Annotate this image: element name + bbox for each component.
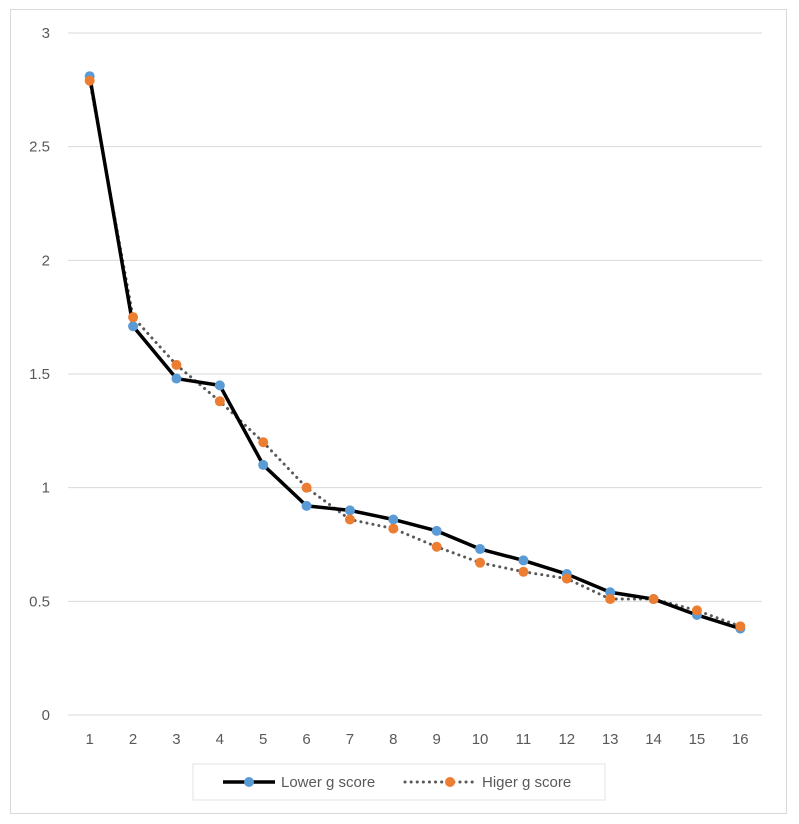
x-tick-label: 5: [259, 731, 267, 748]
data-point-lower-6: [301, 500, 312, 511]
legend-label-higher-g-score: Higer g score: [482, 774, 571, 791]
data-point-lower-2: [128, 321, 139, 332]
data-point-lower-8: [388, 514, 399, 525]
y-axis-ticks: 0 0.5 1 1.5 2 2.5 3: [29, 25, 50, 724]
data-point-higher-15: [691, 605, 702, 616]
x-tick-label: 12: [558, 731, 575, 748]
gridlines: [68, 32, 762, 716]
legend-marker-lower-g-score: [244, 777, 254, 787]
data-point-higher-8: [388, 523, 399, 534]
x-tick-label: 13: [602, 731, 619, 748]
x-tick-label: 1: [86, 731, 94, 748]
y-tick-label: 1.5: [29, 366, 50, 383]
x-tick-label: 10: [472, 731, 489, 748]
data-point-higher-6: [301, 482, 312, 493]
x-tick-label: 9: [433, 731, 441, 748]
y-tick-label: 0: [42, 707, 50, 724]
x-tick-label: 6: [302, 731, 310, 748]
x-tick-label: 8: [389, 731, 397, 748]
x-tick-label: 11: [516, 731, 532, 748]
data-point-higher-13: [605, 594, 616, 605]
x-tick-label: 4: [216, 731, 224, 748]
data-point-lower-10: [475, 544, 486, 555]
y-tick-label: 3: [42, 25, 50, 42]
x-axis-ticks: 1 2 3 4 5 6 7 8 9 10 11 12 13 14 15 16: [86, 731, 749, 748]
data-point-higher-5: [258, 437, 269, 448]
y-tick-label: 0.5: [29, 593, 50, 610]
legend-label-lower-g-score: Lower g score: [281, 774, 375, 791]
x-tick-label: 16: [732, 731, 749, 748]
chart-frame: [10, 9, 787, 814]
data-point-lower-4: [214, 380, 225, 391]
legend-box: [192, 763, 606, 801]
series-lines: [87, 74, 743, 631]
x-tick-label: 2: [129, 731, 137, 748]
legend: Lower g score Higer g score: [192, 763, 606, 801]
data-point-higher-12: [561, 573, 572, 584]
x-tick-label: 15: [689, 731, 706, 748]
x-tick-label: 14: [645, 731, 662, 748]
data-point-lower-11: [518, 555, 529, 566]
series-line-lower-g-score: [87, 74, 743, 631]
x-tick-label: 7: [346, 731, 354, 748]
data-point-lower-9: [431, 525, 442, 536]
data-point-lower-7: [344, 505, 355, 516]
data-point-higher-2: [128, 312, 139, 323]
y-tick-label: 2.5: [29, 139, 50, 156]
y-tick-label: 1: [42, 480, 50, 497]
data-point-higher-16: [735, 621, 746, 632]
x-tick-label: 3: [172, 731, 180, 748]
y-tick-label: 2: [42, 252, 50, 269]
data-point-higher-1: [84, 75, 95, 86]
data-point-higher-10: [475, 557, 486, 568]
data-point-lower-3: [171, 373, 182, 384]
data-point-higher-14: [648, 594, 659, 605]
data-point-higher-11: [518, 566, 529, 577]
legend-marker-higher-g-score: [445, 777, 455, 787]
data-point-higher-4: [214, 396, 225, 407]
data-point-lower-5: [258, 459, 269, 470]
series-line-higher-g-score: [88, 79, 742, 628]
data-point-higher-7: [344, 514, 355, 525]
data-point-higher-3: [171, 359, 182, 370]
data-point-higher-9: [431, 541, 442, 552]
series-markers: [84, 71, 746, 634]
